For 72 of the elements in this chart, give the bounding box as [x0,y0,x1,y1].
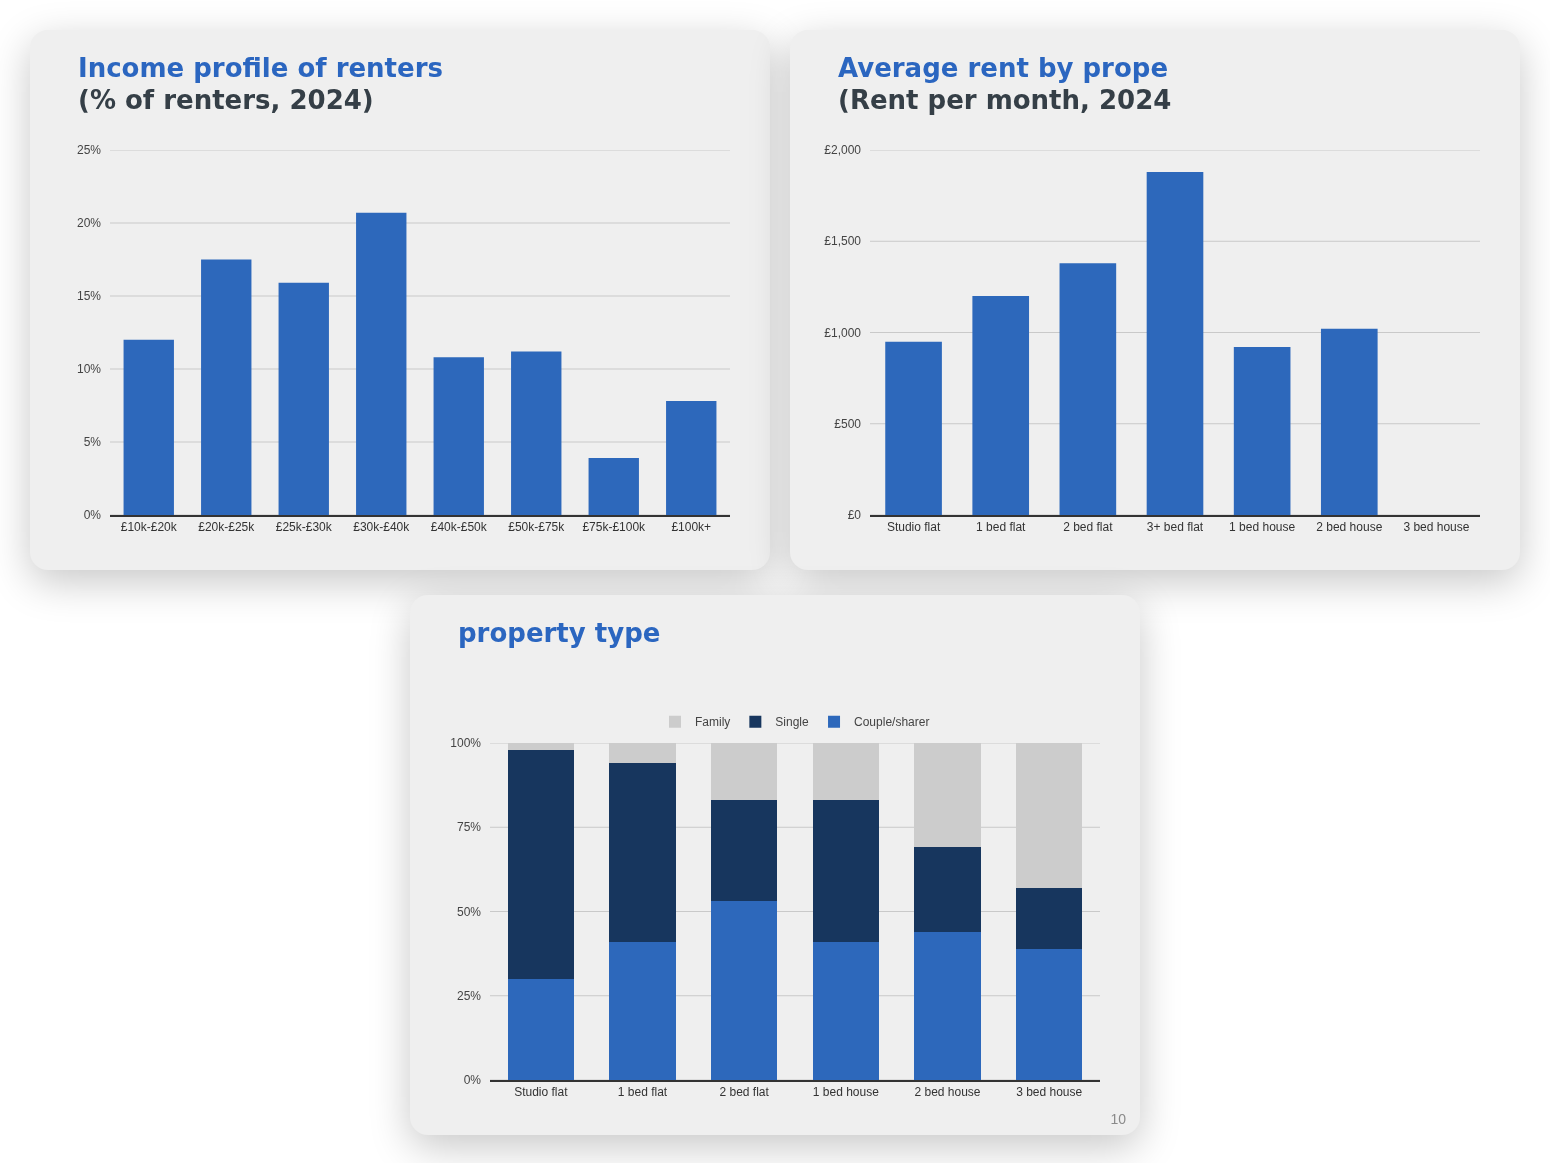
x-tick-label: 2 bed flat [1063,519,1114,534]
chart-title: property type [458,617,662,649]
chart-subtitle: (Rent per month, 2024 [838,84,1173,116]
x-tick-label: Studio flat [886,519,941,534]
chart-title: Income profile of renters [78,52,444,84]
bar [278,282,329,515]
text: 10 [1110,1111,1126,1127]
x-tick-label: 1 bed house [812,1084,880,1099]
x-tick-label: 2 bed house [914,1084,981,1099]
bar [1016,887,1083,949]
x-tick-label: £100k+ [671,519,712,534]
y-tick-label: £2,000 [824,143,862,158]
y-tick-label: 25% [76,143,102,158]
y-tick-label: 15% [76,289,102,304]
bar [356,212,407,515]
y-tick-label: 0% [83,508,102,523]
bar [812,800,879,942]
bar [433,357,484,515]
y-tick-label: 100% [450,736,482,751]
x-tick-label: Studio flat [514,1084,569,1099]
x-tick-label: £40k-£50k [430,519,488,534]
legend-label: Family [695,715,731,730]
x-tick-label: 3 bed house [1016,1084,1083,1099]
y-tick-label: 20% [76,216,102,231]
x-tick-label: £20k-£25k [198,519,256,534]
x-tick-label: £30k-£40k [353,519,411,534]
x-tick-label: £75k-£100k [582,519,647,534]
bar [588,458,639,515]
x-tick-label: 3 bed house [1403,519,1470,534]
x-tick-label: 1 bed flat [976,519,1027,534]
chart-title: Average rent by prope [838,52,1170,84]
x-tick-label: 2 bed house [1316,519,1383,534]
chart-subtitle: (% of renters, 2024) [78,84,375,116]
bar [1016,948,1083,1080]
y-tick-label: £1,000 [824,325,862,340]
bar [914,847,981,932]
x-tick-label: 1 bed flat [617,1084,668,1099]
x-tick-label: £50k-£75k [508,519,566,534]
y-tick-label: 0% [463,1073,482,1088]
x-tick-label: 3+ bed flat [1146,519,1204,534]
bar [201,259,252,515]
y-tick-label: 50% [456,904,482,919]
bar [511,351,562,515]
y-tick-label: £500 [834,416,862,431]
bar [1059,263,1117,515]
x-tick-label: £25k-£30k [275,519,333,534]
bar [711,800,778,902]
y-tick-label: 10% [76,362,102,377]
bar [885,341,942,515]
legend-label: Single [775,715,810,730]
legend-label: Couple/sharer [854,715,930,730]
x-tick-label: £10k-£20k [120,519,178,534]
bar [507,749,574,979]
bar [972,296,1030,515]
x-tick-label: 2 bed flat [719,1084,770,1099]
y-tick-label: 75% [456,820,482,835]
bar [507,978,574,1080]
y-tick-label: 5% [83,435,102,450]
bar [812,941,879,1080]
y-tick-label: 25% [456,988,482,1003]
bar [1146,171,1204,515]
bar [123,339,174,515]
bar [711,901,778,1080]
bar [609,763,676,942]
y-tick-label: £0 [847,508,862,523]
y-tick-label: £1,500 [824,234,862,249]
bar [609,941,676,1080]
x-tick-label: 1 bed house [1229,519,1296,534]
bar [666,401,717,515]
bar [1320,328,1378,515]
bar [914,931,981,1080]
bar [1233,347,1291,515]
